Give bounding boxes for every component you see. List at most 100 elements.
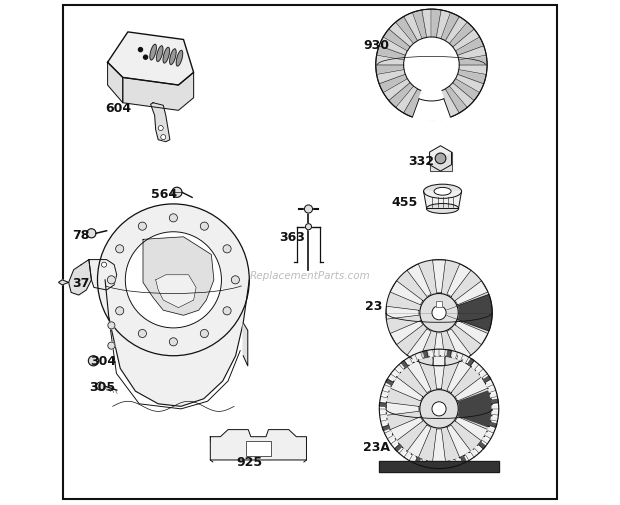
Circle shape bbox=[116, 245, 124, 254]
Polygon shape bbox=[447, 264, 471, 297]
Polygon shape bbox=[379, 38, 407, 56]
Polygon shape bbox=[436, 349, 439, 356]
Polygon shape bbox=[210, 430, 306, 460]
Polygon shape bbox=[459, 402, 492, 416]
Circle shape bbox=[432, 402, 446, 416]
Polygon shape bbox=[433, 462, 436, 469]
Polygon shape bbox=[407, 360, 431, 393]
Polygon shape bbox=[412, 355, 417, 362]
Circle shape bbox=[169, 338, 177, 346]
Circle shape bbox=[138, 330, 146, 338]
Ellipse shape bbox=[156, 46, 163, 63]
Polygon shape bbox=[484, 376, 491, 383]
Polygon shape bbox=[390, 281, 423, 305]
Polygon shape bbox=[379, 75, 407, 93]
Polygon shape bbox=[422, 93, 432, 121]
Circle shape bbox=[432, 306, 446, 320]
Polygon shape bbox=[396, 87, 417, 114]
Polygon shape bbox=[433, 357, 446, 389]
Polygon shape bbox=[376, 71, 405, 85]
Polygon shape bbox=[476, 367, 484, 374]
Polygon shape bbox=[490, 393, 497, 398]
Polygon shape bbox=[396, 18, 417, 44]
Text: 37: 37 bbox=[72, 276, 89, 289]
Polygon shape bbox=[458, 354, 463, 361]
Circle shape bbox=[107, 276, 115, 284]
Circle shape bbox=[138, 48, 143, 53]
Text: 23A: 23A bbox=[363, 440, 389, 453]
Polygon shape bbox=[415, 458, 420, 465]
Polygon shape bbox=[389, 23, 414, 48]
Ellipse shape bbox=[170, 49, 176, 66]
Polygon shape bbox=[492, 412, 498, 415]
Polygon shape bbox=[458, 46, 486, 61]
Ellipse shape bbox=[163, 48, 169, 64]
Polygon shape bbox=[379, 403, 386, 407]
Polygon shape bbox=[489, 387, 496, 393]
Circle shape bbox=[89, 356, 99, 366]
Polygon shape bbox=[445, 87, 467, 114]
Circle shape bbox=[420, 390, 458, 428]
Polygon shape bbox=[456, 459, 461, 466]
Polygon shape bbox=[432, 10, 441, 38]
Bar bbox=[436, 301, 441, 308]
Polygon shape bbox=[390, 417, 423, 441]
Polygon shape bbox=[69, 260, 91, 295]
Circle shape bbox=[172, 188, 182, 198]
Polygon shape bbox=[58, 280, 69, 285]
Polygon shape bbox=[383, 30, 410, 52]
Circle shape bbox=[125, 232, 221, 328]
Circle shape bbox=[376, 10, 487, 121]
Circle shape bbox=[97, 382, 105, 390]
Circle shape bbox=[102, 263, 107, 268]
Circle shape bbox=[306, 224, 311, 230]
Circle shape bbox=[169, 215, 177, 223]
Polygon shape bbox=[455, 417, 488, 441]
Polygon shape bbox=[409, 455, 415, 462]
Text: 23: 23 bbox=[365, 299, 382, 312]
Circle shape bbox=[108, 342, 115, 349]
Polygon shape bbox=[433, 261, 446, 293]
Polygon shape bbox=[453, 30, 480, 52]
Polygon shape bbox=[453, 351, 458, 359]
Polygon shape bbox=[243, 323, 248, 366]
Text: 925: 925 bbox=[237, 456, 263, 469]
Circle shape bbox=[158, 126, 163, 131]
Circle shape bbox=[116, 307, 124, 315]
Polygon shape bbox=[459, 56, 487, 66]
Circle shape bbox=[404, 38, 459, 93]
Circle shape bbox=[108, 322, 115, 329]
Polygon shape bbox=[433, 333, 446, 366]
Circle shape bbox=[231, 276, 239, 284]
Polygon shape bbox=[433, 429, 446, 462]
Polygon shape bbox=[392, 369, 399, 376]
Circle shape bbox=[223, 245, 231, 254]
Polygon shape bbox=[455, 281, 488, 305]
Polygon shape bbox=[105, 280, 249, 407]
Polygon shape bbox=[447, 360, 471, 393]
Polygon shape bbox=[427, 461, 431, 468]
Polygon shape bbox=[123, 73, 193, 111]
Polygon shape bbox=[383, 80, 410, 102]
Polygon shape bbox=[151, 104, 170, 142]
Polygon shape bbox=[376, 46, 405, 61]
Polygon shape bbox=[480, 371, 487, 378]
Polygon shape bbox=[455, 377, 488, 401]
Circle shape bbox=[435, 154, 446, 165]
Ellipse shape bbox=[427, 204, 459, 214]
Polygon shape bbox=[390, 321, 423, 345]
Polygon shape bbox=[447, 329, 471, 362]
Polygon shape bbox=[108, 33, 193, 86]
Polygon shape bbox=[386, 402, 419, 416]
Polygon shape bbox=[156, 275, 196, 308]
Text: 305: 305 bbox=[89, 380, 115, 393]
Text: 78: 78 bbox=[72, 228, 89, 241]
Polygon shape bbox=[388, 435, 394, 442]
Polygon shape bbox=[441, 349, 445, 357]
Polygon shape bbox=[467, 359, 474, 366]
Circle shape bbox=[420, 294, 458, 332]
Polygon shape bbox=[379, 409, 386, 413]
Polygon shape bbox=[470, 450, 477, 457]
Text: 332: 332 bbox=[409, 155, 435, 168]
Polygon shape bbox=[436, 92, 451, 120]
